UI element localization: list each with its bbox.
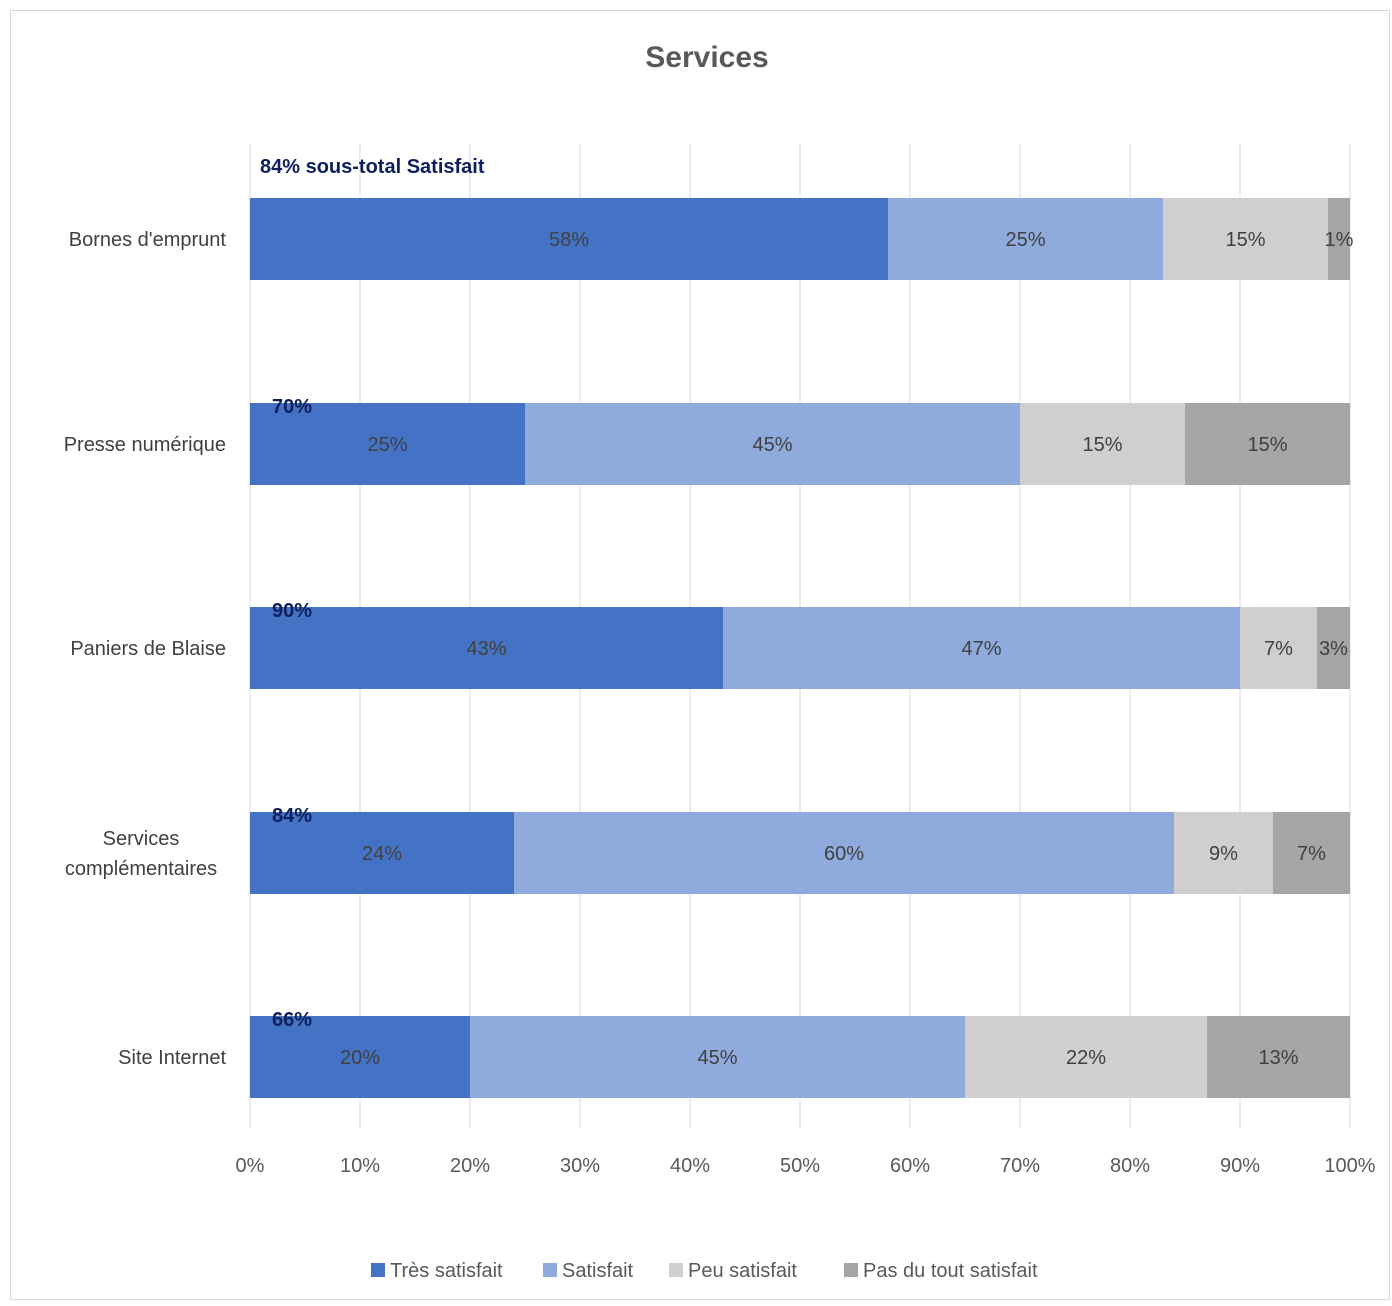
legend-swatch: [543, 1263, 557, 1277]
x-tick-label: 20%: [450, 1155, 490, 1177]
bar-segment: [250, 607, 723, 689]
x-tick-label: 90%: [1220, 1155, 1260, 1177]
bar-segment: [723, 607, 1240, 689]
x-axis-ticks: 0% 10% 20% 30% 40% 50% 60% 70% 80% 90% 100%: [236, 1155, 1376, 1177]
stacked-bar-chart: Services 58% 25% 15% 1% 84% sous-total Satis…: [64, 41, 1376, 1282]
data-label: 60%: [824, 843, 864, 865]
bar-segment: [888, 198, 1163, 280]
chart-frame: Services 58% 25% 15% 1% 84% sous-total Satis…: [10, 10, 1390, 1300]
x-tick-label: 30%: [560, 1155, 600, 1177]
bar-segment: [1273, 812, 1350, 894]
x-tick-label: 70%: [1000, 1155, 1040, 1177]
bar-segment: [1020, 403, 1185, 485]
legend-swatch: [844, 1263, 858, 1277]
subtotal-label: 84%: [272, 805, 312, 827]
data-label: 45%: [697, 1047, 737, 1069]
data-label: 22%: [1066, 1047, 1106, 1069]
x-tick-label: 10%: [340, 1155, 380, 1177]
data-label: 15%: [1225, 229, 1265, 251]
bar-segment: [965, 1016, 1207, 1098]
category-label: Bornes d'emprunt: [69, 229, 227, 251]
bar-segment: [525, 403, 1020, 485]
data-label: 9%: [1209, 843, 1238, 865]
data-label: 3%: [1319, 638, 1348, 660]
x-tick-label: 40%: [670, 1155, 710, 1177]
bar-segment: [470, 1016, 965, 1098]
subtotal-label: 70%: [272, 396, 312, 418]
data-label: 45%: [752, 434, 792, 456]
subtotal-label: 90%: [272, 600, 312, 622]
chart-title: Services: [645, 41, 768, 74]
legend-swatch: [669, 1263, 683, 1277]
x-tick-label: 100%: [1324, 1155, 1375, 1177]
bar-segment: [250, 1016, 470, 1098]
legend-label: Très satisfait: [390, 1260, 503, 1282]
bar-segment: [1174, 812, 1273, 894]
category-label: Paniers de Blaise: [70, 638, 226, 660]
category-labels: Bornes d'emprunt Presse numérique Paniers …: [64, 229, 227, 1069]
data-label: 15%: [1247, 434, 1287, 456]
x-tick-label: 80%: [1110, 1155, 1150, 1177]
data-label: 20%: [340, 1047, 380, 1069]
data-label: 25%: [1005, 229, 1045, 251]
bar-segment: [1317, 607, 1350, 689]
bar-segment: [514, 812, 1174, 894]
x-tick-label: 50%: [780, 1155, 820, 1177]
bar-segment: [1328, 198, 1350, 280]
category-label: Services complémentaires: [65, 828, 217, 880]
data-label: 15%: [1082, 434, 1122, 456]
bars: 58% 25% 15% 1% 84% sous-total Satisfait 25% 45…: [250, 156, 1354, 1098]
bar-segment: [1185, 403, 1350, 485]
data-label: 47%: [961, 638, 1001, 660]
subtotal-label: 66%: [272, 1009, 312, 1031]
category-label: Site Internet: [118, 1047, 226, 1069]
bar-segment: [250, 403, 525, 485]
legend-label: Pas du tout satisfait: [863, 1260, 1038, 1282]
legend-swatch: [371, 1263, 385, 1277]
data-label: 13%: [1258, 1047, 1298, 1069]
bar-segment: [250, 198, 888, 280]
data-label: 58%: [549, 229, 589, 251]
x-tick-label: 60%: [890, 1155, 930, 1177]
legend-label: Peu satisfait: [688, 1260, 797, 1282]
subtotal-label: 84% sous-total Satisfait: [260, 156, 485, 178]
category-label: Presse numérique: [64, 434, 226, 456]
bar-segment: [1240, 607, 1317, 689]
x-tick-label: 0%: [236, 1155, 265, 1177]
bar-segment: [1163, 198, 1328, 280]
data-label: 1%: [1325, 229, 1354, 251]
bar-segment: [250, 812, 514, 894]
data-label: 24%: [362, 843, 402, 865]
legend: Très satisfait Satisfait Peu satisfait Pas …: [371, 1260, 1038, 1282]
data-label: 7%: [1297, 843, 1326, 865]
data-label: 25%: [367, 434, 407, 456]
legend-label: Satisfait: [562, 1260, 634, 1282]
data-label: 7%: [1264, 638, 1293, 660]
bar-segment: [1207, 1016, 1350, 1098]
data-label: 43%: [466, 638, 506, 660]
